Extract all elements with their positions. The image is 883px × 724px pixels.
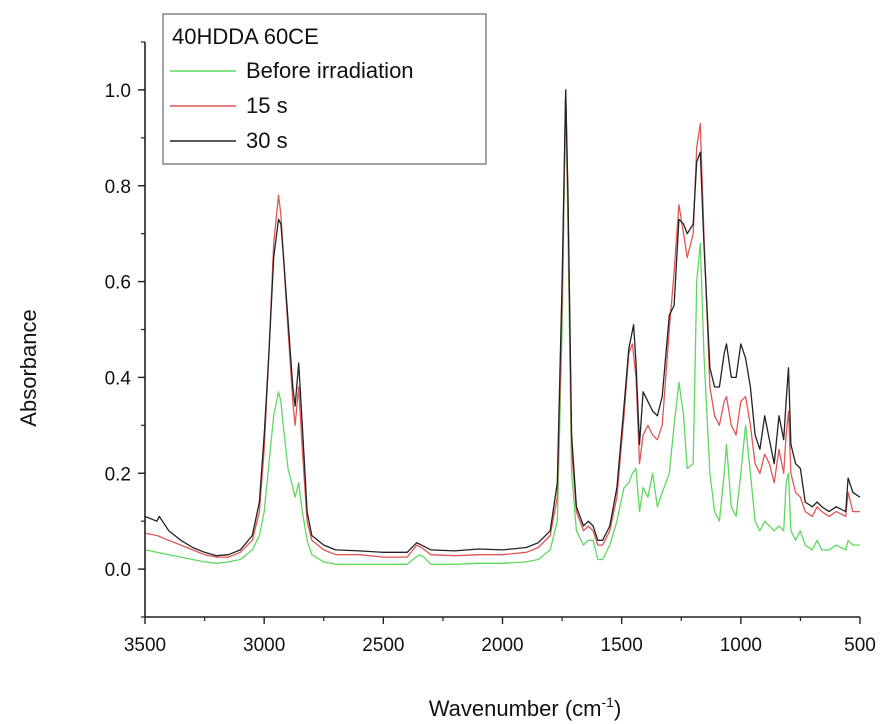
x-tick-label: 3000	[243, 635, 285, 656]
x-tick-label: 1500	[601, 635, 643, 656]
y-tick-label: 0.0	[105, 560, 131, 581]
x-tick-label: 2000	[481, 635, 523, 656]
x-axis-title-close: )	[614, 696, 621, 721]
y-axis-title: Absorbance	[16, 309, 41, 426]
x-tick-label: 1000	[720, 635, 762, 656]
x-tick-label: 3500	[124, 635, 166, 656]
y-tick-label: 0.2	[105, 464, 131, 485]
y-ticks: 0.0 0.2 0.4 0.6 0.8 1.0	[105, 41, 145, 618]
legend-label: 30 s	[246, 128, 288, 153]
series-line-30-s	[144, 89, 861, 557]
plot-series	[144, 89, 861, 565]
y-tick-label: 1.0	[105, 81, 131, 102]
legend-label: 15 s	[246, 93, 288, 118]
legend-label: Before irradiation	[246, 58, 414, 83]
series-line-before-irradiation	[144, 94, 860, 565]
y-tick-label: 0.6	[105, 273, 131, 294]
x-tick-label: 2500	[362, 635, 404, 656]
x-ticks: 3500 3000 2500 2000 1500 1000 500	[124, 617, 876, 656]
x-axis-title-main: Wavenumber (cm	[429, 696, 602, 721]
x-axis-title: Wavenumber (cm-1)	[429, 694, 622, 721]
x-axis-title-superscript: -1	[602, 694, 615, 710]
legend: 40HDDA 60CE Before irradiation 15 s 30 s	[162, 13, 487, 165]
x-tick-label: 500	[844, 635, 876, 656]
y-tick-label: 0.8	[105, 177, 131, 198]
legend-title: 40HDDA 60CE	[172, 24, 319, 49]
y-tick-label: 0.4	[105, 368, 132, 389]
legend-box	[162, 13, 487, 165]
